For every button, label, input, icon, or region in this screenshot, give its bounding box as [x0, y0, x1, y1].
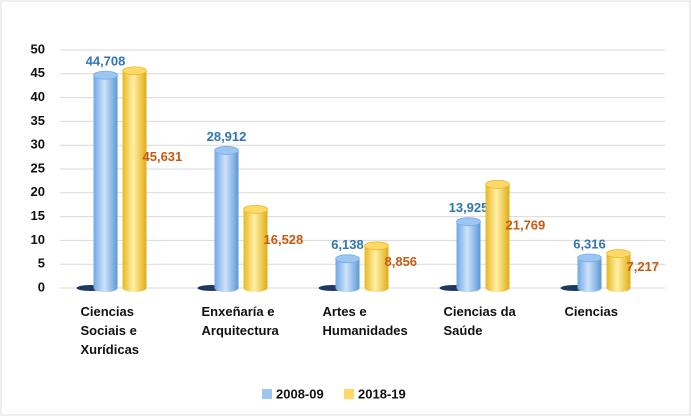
y-tick-label: 35	[31, 113, 45, 128]
bar-part	[364, 245, 389, 292]
bar	[577, 253, 602, 292]
bar-part	[335, 254, 360, 264]
bar-part	[93, 70, 118, 80]
bar-part	[606, 249, 631, 258]
x-tick-label: Ciencias	[564, 304, 618, 319]
value-label: 6,138	[331, 237, 364, 252]
value-label: 16,528	[264, 232, 304, 247]
y-tick-label: 20	[31, 184, 45, 199]
bar	[93, 70, 118, 293]
bar	[485, 180, 510, 292]
bar	[243, 204, 268, 292]
y-tick-label: 5	[38, 256, 45, 271]
y-tick-label: 0	[38, 279, 45, 294]
bar-part	[214, 150, 239, 292]
y-tick-label: 45	[31, 65, 45, 80]
value-label: 44,708	[86, 54, 126, 69]
x-tick-label: Ciencias Sociais e Xurídicas	[80, 304, 140, 357]
bar-part	[485, 184, 510, 292]
y-tick-label: 40	[31, 89, 45, 104]
bar	[214, 146, 239, 292]
bar	[606, 249, 631, 292]
y-tick-label: 25	[31, 160, 45, 175]
legend-label: 2018-19	[358, 386, 406, 401]
bar-part	[93, 75, 118, 293]
value-label: 7,217	[627, 259, 660, 274]
bar-part	[577, 253, 602, 263]
value-label: 21,769	[506, 217, 546, 232]
value-label: 6,316	[573, 236, 606, 251]
x-tick-label: Ciencias da Saúde	[443, 304, 516, 338]
x-tick-label: Enxeñaría e Arquitectura	[201, 304, 279, 338]
bar	[456, 217, 481, 292]
legend-label: 2008-09	[276, 386, 324, 401]
y-tick-label: 30	[31, 137, 45, 152]
bar	[335, 254, 360, 292]
bar-part	[214, 146, 239, 155]
bar-part	[122, 70, 147, 292]
bar-part	[335, 258, 360, 292]
bar	[122, 66, 147, 292]
x-tick-label: Artes e Humanidades	[322, 304, 408, 338]
value-label: 45,631	[143, 149, 183, 164]
bar-part	[577, 257, 602, 292]
bar-part	[456, 217, 481, 227]
bar-part	[243, 209, 268, 292]
bar-part	[364, 241, 389, 251]
bar	[364, 241, 389, 292]
bar-part	[606, 253, 631, 292]
y-tick-label: 50	[31, 41, 45, 56]
bar-part	[456, 221, 481, 292]
y-tick-label: 15	[31, 208, 45, 223]
value-label: 28,912	[207, 129, 247, 144]
value-label: 13,925	[449, 200, 489, 215]
value-label: 8,856	[385, 254, 418, 269]
y-tick-label: 10	[31, 232, 45, 247]
bar-part	[122, 66, 147, 76]
legend-swatch	[344, 389, 354, 399]
bar-part	[485, 180, 510, 189]
bar-part	[243, 204, 268, 214]
legend-swatch	[262, 389, 272, 399]
